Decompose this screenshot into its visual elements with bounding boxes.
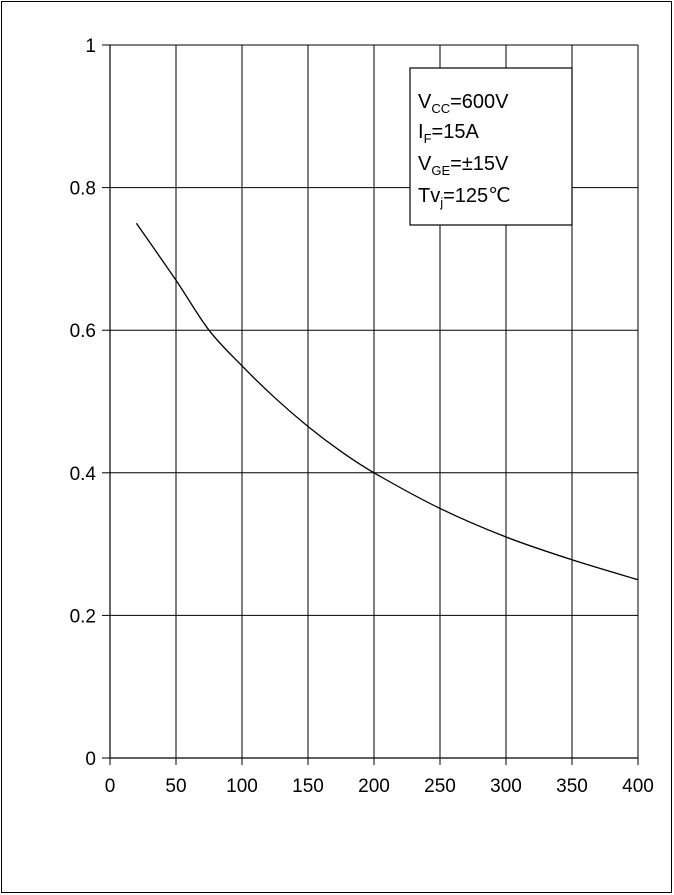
x-tick-label: 350 xyxy=(556,776,588,797)
y-tick-label: 0.2 xyxy=(70,606,96,627)
x-tick-label: 0 xyxy=(105,776,116,797)
legend-if-main: I xyxy=(418,121,424,143)
x-tick-label: 400 xyxy=(622,776,654,797)
series-line xyxy=(135,222,639,581)
legend-if-sub: F xyxy=(424,131,432,146)
legend-vcc-main: V xyxy=(418,91,432,113)
y-tick-label: 0 xyxy=(85,749,96,770)
series-group xyxy=(135,222,639,581)
legend-if-rest: =15A xyxy=(432,121,480,143)
y-tick-label: 0.4 xyxy=(70,464,97,485)
legend-tvj-sub: j xyxy=(439,195,443,210)
x-tick-label: 300 xyxy=(490,776,522,797)
x-tick-label: 50 xyxy=(165,776,186,797)
x-tick-labels: 0 50 100 150 200 250 300 350 400 xyxy=(105,776,654,797)
x-tick-label: 250 xyxy=(424,776,456,797)
legend-line-if: IF=15A xyxy=(418,121,479,146)
y-tick-label: 0.8 xyxy=(70,179,96,200)
y-tick-label: 0.6 xyxy=(70,321,96,342)
legend-vcc-sub: CC xyxy=(431,101,450,116)
legend-vge-main: V xyxy=(418,153,432,175)
legend-line-vge: VGE=±15V xyxy=(418,153,509,178)
x-tick-label: 100 xyxy=(226,776,258,797)
legend-line-tvj: Tvj=125℃ xyxy=(418,185,511,210)
y-tick-label: 1 xyxy=(85,36,96,57)
legend-tvj-main: Tv xyxy=(418,185,440,207)
legend-box xyxy=(409,67,573,226)
legend-vge-rest: =±15V xyxy=(450,153,509,175)
legend-vcc-rest: =600V xyxy=(450,91,509,113)
axes xyxy=(102,44,639,765)
legend-line-vcc: VCC=600V xyxy=(418,91,509,116)
legend-vge-sub: GE xyxy=(431,163,450,178)
y-tick-labels: 0 0.2 0.4 0.6 0.8 1 xyxy=(70,36,97,770)
conditions-legend: VCC=600V IF=15A VGE=±15V Tvj=125℃ xyxy=(409,67,573,226)
x-tick-label: 200 xyxy=(358,776,390,797)
legend-tvj-rest: =125℃ xyxy=(443,185,511,207)
x-tick-label: 150 xyxy=(292,776,324,797)
